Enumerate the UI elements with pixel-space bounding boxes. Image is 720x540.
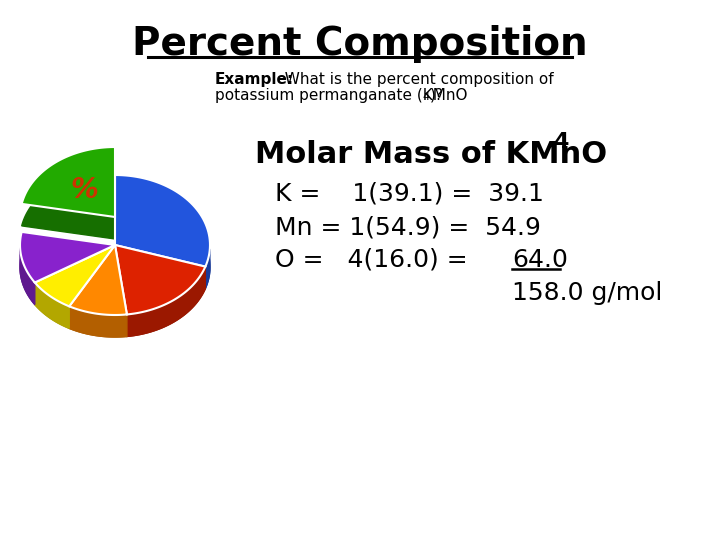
Text: What is the percent composition of: What is the percent composition of (275, 72, 554, 87)
Polygon shape (127, 267, 205, 336)
Text: 4: 4 (553, 132, 568, 152)
Text: K =    1(39.1) =  39.1: K = 1(39.1) = 39.1 (275, 182, 544, 206)
Polygon shape (22, 169, 115, 239)
Polygon shape (69, 306, 127, 337)
Text: Percent Composition: Percent Composition (132, 25, 588, 63)
Polygon shape (35, 282, 69, 328)
Polygon shape (205, 249, 210, 289)
Text: potassium permanganate (KMnO: potassium permanganate (KMnO (215, 88, 467, 103)
Text: Molar Mass of KMnO: Molar Mass of KMnO (255, 140, 607, 169)
Text: 158.0 g/mol: 158.0 g/mol (512, 281, 662, 305)
Polygon shape (20, 246, 35, 305)
Text: Example:: Example: (215, 72, 294, 87)
Polygon shape (115, 197, 210, 289)
Polygon shape (20, 254, 115, 305)
Polygon shape (115, 267, 205, 336)
Text: 4: 4 (422, 92, 429, 102)
Polygon shape (35, 245, 115, 306)
Polygon shape (69, 267, 127, 337)
Text: O =   4(16.0) =: O = 4(16.0) = (275, 248, 484, 272)
Polygon shape (20, 232, 115, 282)
Polygon shape (35, 267, 115, 328)
Text: Mn = 1(54.9) =  54.9: Mn = 1(54.9) = 54.9 (275, 215, 541, 239)
Polygon shape (115, 175, 210, 267)
Text: 64.0: 64.0 (512, 248, 568, 272)
Polygon shape (69, 245, 127, 315)
Polygon shape (115, 245, 205, 314)
Text: %: % (71, 176, 99, 204)
Text: )?: )? (430, 88, 444, 103)
Polygon shape (22, 147, 115, 217)
